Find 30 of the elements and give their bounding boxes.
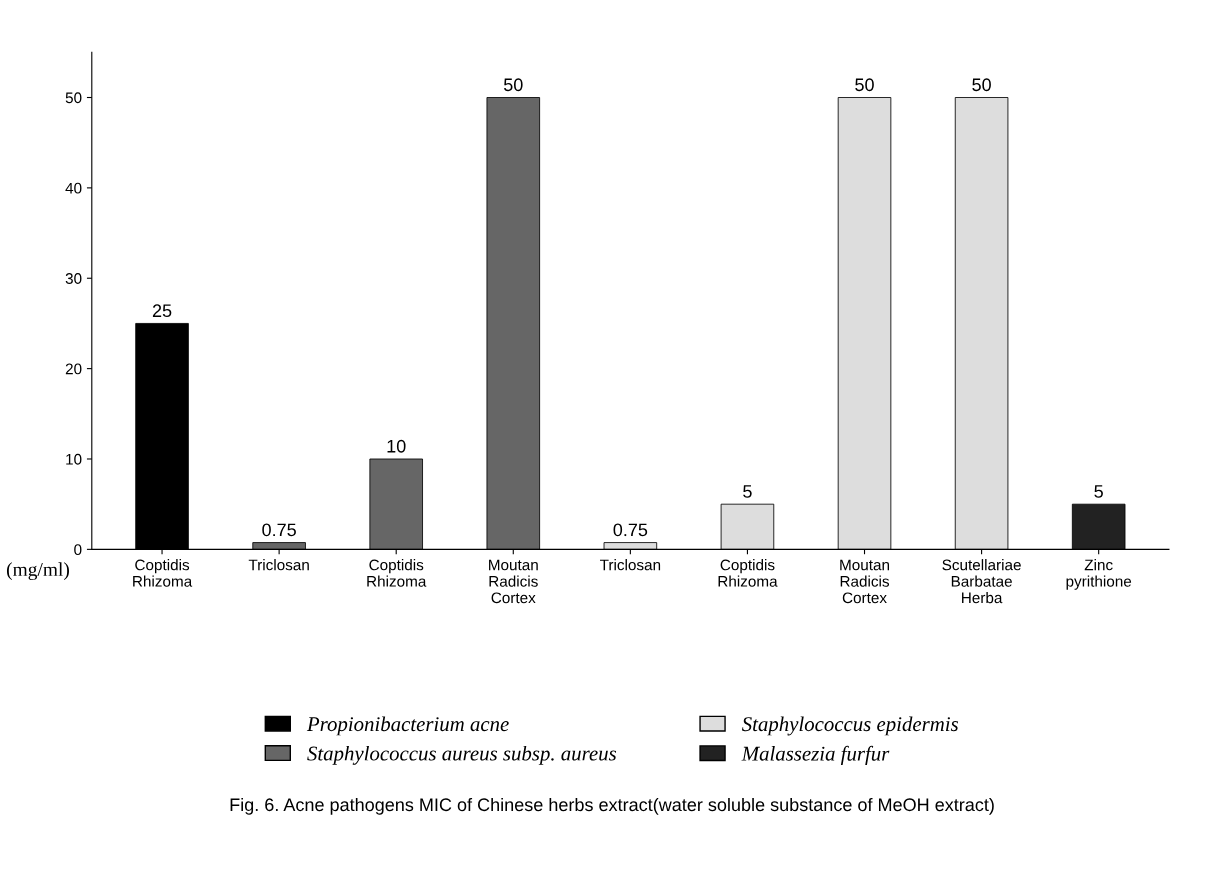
data-label: 5 <box>1094 485 1103 498</box>
y-tick-label: 50 <box>65 92 82 104</box>
data-label: 0.75 <box>613 523 648 537</box>
x-tick-label: Coptidis Rhizoma <box>718 559 778 587</box>
data-label: 50 <box>972 78 991 92</box>
x-tick-label: Triclosan <box>600 559 661 571</box>
x-tick-label: Coptidis Rhizoma <box>367 559 427 587</box>
legend-label: Malassezia furfur <box>741 745 890 765</box>
y-axis-title: (mg/ml) <box>6 562 69 580</box>
legend-label: Staphylococcus aureus subsp. aureus <box>307 745 617 765</box>
x-tick-label: Moutan Radicis Cortex <box>489 559 538 604</box>
data-label: 50 <box>855 78 874 92</box>
data-label: 25 <box>152 304 172 318</box>
caption: Fig. 6. Acne pathogens MIC of Chinese herbs extract(water soluble substance of MeOH extract) <box>230 797 994 815</box>
x-tick-label: Scutellariae Barbatae Herba <box>942 559 1021 604</box>
y-tick-label: 0 <box>74 544 82 556</box>
y-tick-label: 10 <box>66 453 82 465</box>
x-tick-label: Triclosan <box>248 559 309 571</box>
y-tick-label: 40 <box>65 182 82 194</box>
y-tick-label: 30 <box>65 273 82 284</box>
x-tick-label: Zinc pyrithione <box>1066 559 1132 590</box>
x-tick-label: Coptidis Rhizoma <box>133 559 193 587</box>
x-tick-label: Moutan Radicis Cortex <box>840 559 890 604</box>
data-label: 10 <box>387 439 406 453</box>
data-label: 5 <box>743 485 752 498</box>
data-label: 0.75 <box>262 523 296 537</box>
legend-label: Propionibacterium acne <box>306 716 509 736</box>
data-label: 50 <box>503 78 523 92</box>
y-tick-label: 20 <box>65 363 82 375</box>
legend-label: Staphylococcus epidermis <box>741 716 959 736</box>
